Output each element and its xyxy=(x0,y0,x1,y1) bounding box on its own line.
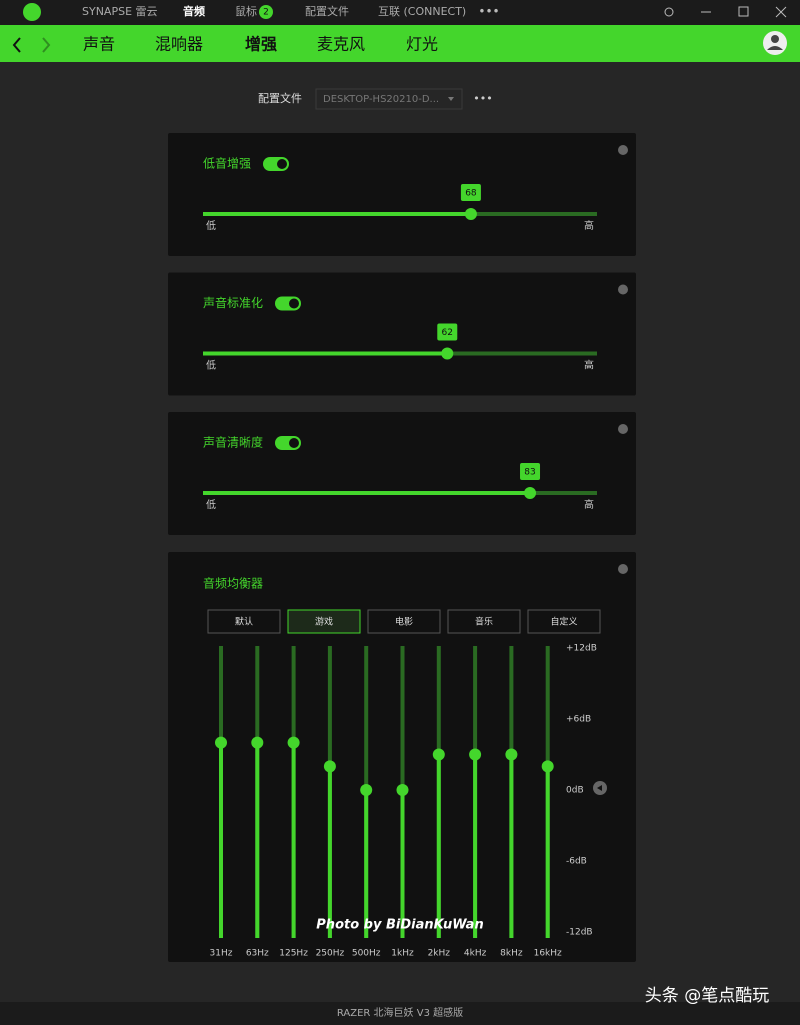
badge xyxy=(259,5,273,19)
preset-label: 游戏 xyxy=(315,616,333,628)
maximize-button[interactable] xyxy=(738,6,749,17)
eq-handle[interactable] xyxy=(469,748,482,761)
avatar-body xyxy=(767,46,783,50)
preset-button[interactable] xyxy=(207,609,281,634)
nav-item[interactable]: 增强 xyxy=(245,35,277,54)
profile-label: 配置文件 xyxy=(258,91,302,105)
dropdown-arrow xyxy=(448,97,454,101)
eq-band-label: 1kHz xyxy=(391,949,414,959)
nav-bar xyxy=(0,25,800,62)
reset-arrow xyxy=(597,785,602,791)
low-label: 低 xyxy=(206,219,216,232)
title-tab[interactable]: 配置文件 xyxy=(305,4,349,18)
value-label: 68 xyxy=(465,189,477,199)
preset-label: 默认 xyxy=(235,616,253,628)
footer: RAZER 北海巨妖 V3 超感版 xyxy=(337,1006,463,1019)
eq-handle[interactable] xyxy=(323,760,336,773)
forward-button[interactable] xyxy=(42,37,51,53)
toggle-knob xyxy=(277,159,287,169)
panel-label: 声音清晰度 xyxy=(203,435,263,450)
toggle-knob xyxy=(289,298,299,309)
nav-item[interactable]: 声音 xyxy=(83,35,115,54)
toggle-knob xyxy=(289,438,299,448)
panel-label: 低音增强 xyxy=(203,156,251,171)
eq-handle[interactable] xyxy=(251,736,264,749)
eq-band-label: 31Hz xyxy=(210,949,233,959)
preset-button[interactable] xyxy=(527,609,601,634)
high-label: 高 xyxy=(584,498,594,511)
eq-handle[interactable] xyxy=(541,760,554,773)
eq-handle[interactable] xyxy=(360,784,373,796)
title-tab[interactable]: 音频 xyxy=(183,4,205,18)
close-button[interactable] xyxy=(775,6,787,18)
eq-handle[interactable] xyxy=(505,748,518,761)
high-label: 高 xyxy=(584,219,594,232)
help-icon[interactable] xyxy=(618,424,628,434)
preset-button[interactable] xyxy=(287,609,361,634)
title-bar xyxy=(0,0,800,25)
more-menu[interactable]: ••• xyxy=(478,5,499,19)
eq-band-label: 500Hz xyxy=(352,949,381,959)
eq-tick-label: +6dB xyxy=(566,715,591,725)
help-icon[interactable] xyxy=(618,284,628,295)
help-icon[interactable] xyxy=(618,564,628,574)
preset-button[interactable] xyxy=(447,609,521,634)
low-label: 低 xyxy=(206,498,216,511)
eq-tick-label: -6dB xyxy=(566,857,587,867)
help-icon[interactable] xyxy=(618,145,628,155)
eq-band-label: 2kHz xyxy=(428,949,451,959)
eq-band-label: 8kHz xyxy=(500,949,523,959)
photo-credit: Photo by BiDianKuWan xyxy=(316,918,483,933)
eq-title: 音频均衡器 xyxy=(203,576,263,591)
razer-logo xyxy=(23,3,41,21)
eq-tick-label: +12dB xyxy=(566,644,597,654)
nav-item[interactable]: 麦克风 xyxy=(317,35,365,54)
badge-count: 2 xyxy=(263,8,269,18)
eq-handle[interactable] xyxy=(215,736,227,749)
eq-band-label: 125Hz xyxy=(279,949,308,959)
panel xyxy=(168,412,636,535)
title-tab[interactable]: 鼠标 xyxy=(235,4,257,18)
value-label: 62 xyxy=(442,328,453,338)
eq-handle[interactable] xyxy=(287,736,300,749)
profile-value: DESKTOP-HS20210-D... xyxy=(323,94,439,105)
watermark: 头条 @笔点酷玩 xyxy=(645,986,769,1006)
high-label: 高 xyxy=(584,359,594,372)
value-label: 83 xyxy=(524,468,535,478)
preset-label: 电影 xyxy=(395,616,413,628)
slider-handle[interactable] xyxy=(441,347,454,360)
panel xyxy=(168,272,636,396)
eq-handle[interactable] xyxy=(432,748,445,761)
low-label: 低 xyxy=(206,359,216,372)
eq-handle[interactable] xyxy=(396,784,409,796)
title-tab[interactable]: SYNAPSE 雷云 xyxy=(82,5,158,18)
preset-label: 自定义 xyxy=(550,616,577,628)
profile-dropdown[interactable] xyxy=(315,88,463,110)
eq-band-label: 16kHz xyxy=(534,949,562,959)
slider-handle[interactable] xyxy=(524,487,537,499)
eq-band-label: 4kHz xyxy=(464,949,487,959)
value-badge xyxy=(437,323,458,341)
profile-more[interactable]: ••• xyxy=(473,92,492,105)
status-bar xyxy=(0,1002,800,1025)
back-button[interactable] xyxy=(12,37,21,53)
eq-band-label: 250Hz xyxy=(316,949,345,959)
value-badge xyxy=(460,184,481,201)
eq-band-label: 63Hz xyxy=(246,949,269,959)
settings-button[interactable] xyxy=(664,7,674,17)
nav-item[interactable]: 混响器 xyxy=(155,35,203,54)
eq-tick-label: 0dB xyxy=(566,786,584,796)
avatar-head xyxy=(771,35,779,43)
slider-handle[interactable] xyxy=(464,208,477,220)
preset-label: 音乐 xyxy=(475,616,493,628)
panel xyxy=(168,133,636,256)
eq-tick-label: -12dB xyxy=(566,928,593,938)
title-tab[interactable]: 互联 (CONNECT) xyxy=(378,5,466,18)
panel-label: 声音标准化 xyxy=(203,295,263,310)
preset-button[interactable] xyxy=(367,609,441,634)
value-badge xyxy=(520,463,541,480)
nav-item[interactable]: 灯光 xyxy=(406,35,438,54)
